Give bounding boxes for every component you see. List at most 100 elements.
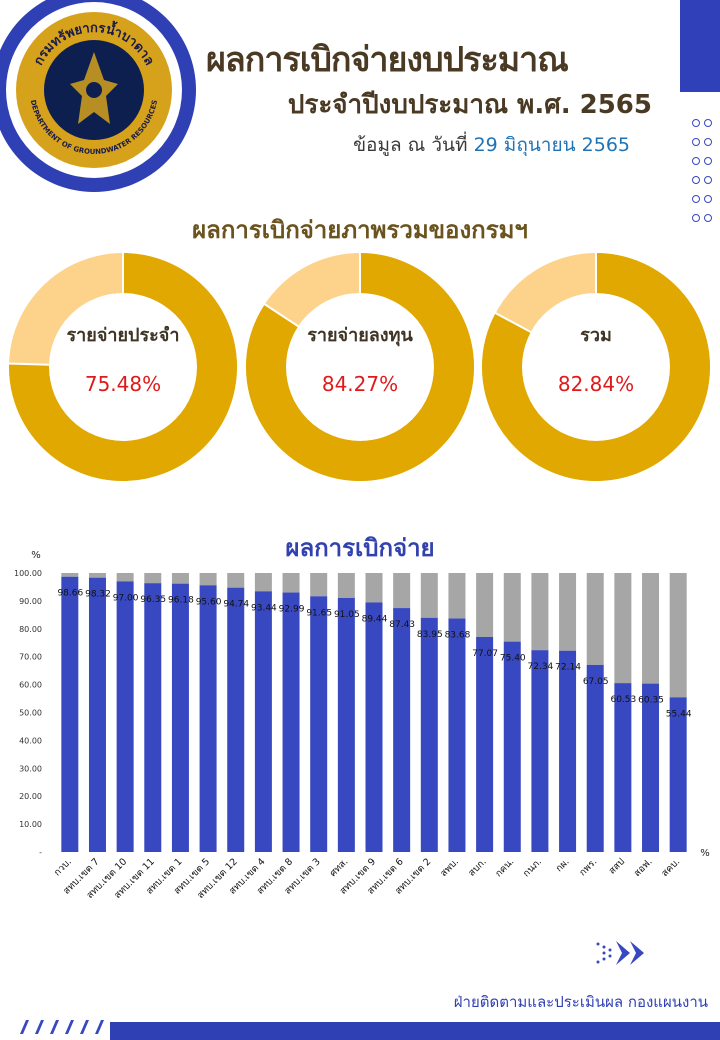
bar-chart-title: ผลการเบิกจ่าย — [285, 534, 435, 562]
y-tick-label: 10.00 — [19, 820, 42, 829]
y-tick-label: 40.00 — [19, 736, 42, 745]
bar — [531, 650, 549, 852]
page-title: ผลการเบิกจ่ายงบประมาณ — [206, 40, 569, 80]
corner-accent-bar — [680, 0, 720, 92]
bar-remainder — [310, 573, 328, 597]
x-tick-label: กพร. — [577, 856, 599, 878]
bar-remainder — [116, 573, 134, 582]
donut-separator — [263, 302, 300, 328]
x-tick-label: สบก. — [466, 856, 488, 878]
bar — [144, 583, 162, 852]
bar-data-label: 92.99 — [279, 605, 305, 615]
bar-data-label: 95.60 — [196, 597, 222, 607]
y-tick-label: 80.00 — [19, 625, 42, 634]
naga-emblem-icon — [70, 52, 118, 124]
bar — [669, 697, 687, 852]
donut-label: รายจ่ายลงทุน — [307, 325, 413, 346]
y-tick-label: 90.00 — [19, 597, 42, 606]
bar-remainder — [365, 573, 383, 603]
x-tick-label: กนภ. — [521, 856, 544, 879]
bar-remainder — [88, 573, 106, 578]
bar-data-label: 91.65 — [306, 608, 332, 618]
bar-data-label: 96.35 — [140, 595, 166, 605]
bar-remainder — [669, 573, 687, 698]
bar — [199, 585, 217, 852]
bar — [61, 576, 79, 852]
bar-data-label: 91.05 — [334, 610, 360, 620]
bar — [476, 636, 494, 852]
bar-remainder — [642, 573, 660, 684]
donut-separator — [8, 362, 51, 366]
y-tick-label: 60.00 — [19, 681, 42, 690]
bar — [420, 617, 438, 852]
bar-data-label: 97.00 — [113, 593, 139, 603]
bar-remainder — [61, 573, 79, 577]
x-tick-label: สสป — [607, 856, 627, 876]
bar-data-label: 94.74 — [223, 600, 249, 610]
svg-text:DEPARTMENT OF GROUNDWATER RESO: DEPARTMENT OF GROUNDWATER RESOURCES — [29, 99, 159, 156]
bar-remainder — [282, 573, 300, 593]
bar — [586, 664, 604, 852]
logo-ring-text: กรมทรัพยากรน้ำบาดาล DEPARTMENT OF GROUND… — [29, 18, 159, 156]
bar-data-label: 75.40 — [500, 654, 526, 664]
bar-remainder — [559, 573, 577, 651]
bar-data-label: 77.07 — [472, 649, 498, 659]
bar-data-label: 67.05 — [583, 677, 609, 687]
bar — [503, 641, 521, 852]
bar — [393, 608, 411, 852]
bar — [88, 577, 106, 852]
bar-data-label: 72.34 — [528, 662, 554, 672]
bar-data-label: 89.44 — [362, 614, 388, 624]
svg-text:กรมทรัพยากรน้ำบาดาล: กรมทรัพยากรน้ำบาดาล — [31, 18, 156, 68]
donut-label: รวม — [580, 325, 612, 346]
page-subtitle: ประจำปีงบประมาณ พ.ศ. 2565 — [287, 90, 652, 120]
donut-label: รายจ่ายประจำ — [66, 325, 180, 346]
logo-emblem-center — [44, 40, 144, 140]
slash-decoration-icon — [20, 1020, 104, 1034]
bar-chart: %% - 10.00 20.00 30.00 40.00 50.00 60.00 70.00 80… — [14, 550, 710, 901]
bar-data-label: 87.43 — [389, 620, 415, 630]
x-tick-label: กวบ. — [52, 856, 74, 878]
next-arrows-icon — [596, 941, 644, 965]
bar-remainder — [393, 573, 411, 609]
bar-remainder — [420, 573, 438, 618]
bar-remainder — [586, 573, 604, 665]
bar-data-label: 83.95 — [417, 630, 443, 640]
x-tick-label: ศทส. — [328, 856, 351, 879]
y-tick-label: 70.00 — [19, 653, 42, 662]
bar — [227, 587, 245, 852]
bar — [116, 581, 134, 852]
x-tick-label: สอฟ. — [632, 856, 655, 879]
donut-chart-total — [482, 252, 710, 481]
bar — [559, 650, 577, 852]
bar — [254, 591, 272, 852]
x-tick-label: กคน. — [493, 856, 516, 879]
bar-data-label: 93.44 — [251, 603, 277, 613]
donut-investment: รายจ่ายลงทุน 84.27% — [245, 252, 475, 486]
bar-data-label: 72.14 — [555, 663, 581, 673]
x-axis-unit: % — [700, 848, 710, 859]
bar — [614, 683, 632, 852]
y-tick-label: 30.00 — [19, 764, 42, 773]
bar-remainder — [337, 573, 355, 598]
bar-remainder — [503, 573, 521, 642]
bar-data-label: 60.53 — [610, 695, 636, 705]
bar-remainder — [531, 573, 549, 651]
y-axis-unit: % — [31, 550, 41, 561]
x-tick-label: สพบ. — [438, 856, 461, 879]
bar-remainder — [476, 573, 494, 637]
y-tick-label: 20.00 — [19, 792, 42, 801]
bar — [337, 597, 355, 852]
y-tick-label: 100.00 — [14, 569, 42, 578]
dots-decoration — [690, 113, 714, 227]
bar — [365, 602, 383, 852]
bar-data-label: 60.35 — [638, 696, 664, 706]
bar-data-label: 83.68 — [445, 631, 471, 641]
y-tick-label: - — [39, 848, 42, 857]
donut-chart-recurring — [8, 252, 237, 481]
donut-value: 75.48% — [84, 372, 162, 396]
bar — [282, 592, 300, 852]
bar-data-label: 98.66 — [57, 589, 83, 599]
data-date-label: ข้อมูล ณ วันที่ — [353, 134, 468, 156]
bar-remainder — [254, 573, 272, 592]
